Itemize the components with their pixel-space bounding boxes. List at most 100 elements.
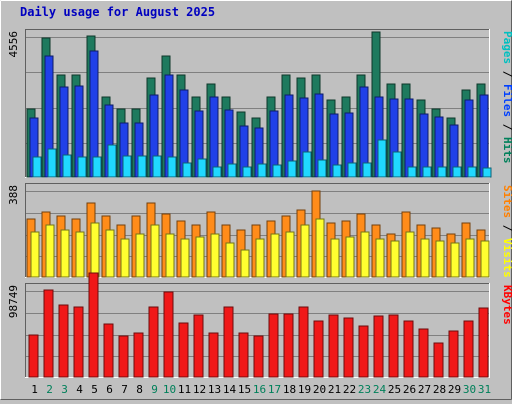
x-tick-label-20: 20	[313, 383, 326, 396]
x-tick-label-24: 24	[373, 383, 387, 396]
bar-kbytes-day-13	[208, 332, 219, 378]
bar-pages-day-17	[272, 164, 282, 178]
bar-kbytes-day-28	[433, 342, 444, 378]
bar-kbytes-day-24	[373, 315, 384, 378]
bar-kbytes-day-29	[448, 330, 459, 378]
bar-sites-day-19	[300, 224, 310, 278]
bar-sites-day-28	[435, 240, 445, 278]
x-tick-label-4: 4	[76, 383, 83, 396]
bar-kbytes-day-17	[268, 313, 279, 378]
bar-kbytes-day-26	[403, 320, 414, 378]
y-axis-max-label: 4556	[7, 31, 20, 58]
bar-sites-day-14	[225, 242, 235, 278]
bar-kbytes-day-16	[253, 335, 264, 378]
bar-sites-day-29	[450, 242, 460, 278]
bar-sites-day-8	[135, 233, 145, 278]
bar-kbytes-day-2	[43, 289, 54, 378]
bar-pages-day-4	[77, 156, 87, 178]
legend: KBytes	[501, 285, 512, 325]
bar-kbytes-day-25	[388, 314, 399, 378]
bar-kbytes-day-20	[313, 320, 324, 378]
bar-pages-day-2	[47, 148, 57, 178]
bar-sites-day-17	[270, 233, 280, 278]
bar-sites-day-11	[180, 238, 190, 278]
x-tick-label-2: 2	[46, 383, 53, 396]
bar-sites-day-30	[465, 238, 475, 278]
bar-kbytes-day-27	[418, 328, 429, 378]
x-tick-label-12: 12	[193, 383, 206, 396]
bar-files-day-13	[209, 96, 219, 178]
bar-sites-day-13	[210, 233, 220, 278]
x-tick-label-7: 7	[121, 383, 128, 396]
bar-pages-day-20	[317, 159, 327, 178]
legend-kbytes: KBytes	[501, 285, 512, 325]
x-tick-label-25: 25	[388, 383, 401, 396]
bar-pages-day-21	[332, 164, 342, 178]
bar-pages-day-6	[107, 144, 117, 178]
x-tick-label-26: 26	[403, 383, 416, 396]
bar-pages-day-15	[242, 166, 252, 178]
bar-kbytes-day-19	[298, 306, 309, 378]
legend-hits: Hits	[501, 137, 512, 164]
bar-sites-day-9	[150, 224, 160, 278]
bar-sites-day-25	[390, 240, 400, 278]
bar-pages-day-25	[392, 151, 402, 178]
bar-pages-day-11	[182, 162, 192, 178]
bar-kbytes-day-14	[223, 306, 234, 378]
bar-kbytes-day-31	[478, 307, 489, 378]
x-tick-label-11: 11	[178, 383, 191, 396]
panel-visits-sites: 388 Sites / Visits	[7, 183, 512, 278]
legend-pages: Pages	[501, 31, 512, 64]
bar-kbytes-day-15	[238, 332, 249, 378]
bar-pages-day-26	[407, 166, 417, 178]
bar-pages-day-19	[302, 151, 312, 178]
bar-sites-day-1	[30, 231, 40, 278]
bar-kbytes-day-6	[103, 323, 114, 378]
x-tick-label-5: 5	[91, 383, 98, 396]
bar-kbytes-day-8	[133, 332, 144, 378]
x-tick-label-27: 27	[418, 383, 431, 396]
bar-sites-day-26	[405, 231, 415, 278]
bar-pages-day-9	[152, 155, 162, 178]
x-tick-label-6: 6	[106, 383, 113, 396]
bar-pages-day-14	[227, 163, 237, 178]
x-tick-label-15: 15	[238, 383, 251, 396]
bar-sites-day-15	[240, 249, 250, 278]
x-tick-label-14: 14	[223, 383, 237, 396]
bar-sites-day-2	[45, 224, 55, 278]
bar-pages-day-5	[92, 156, 102, 178]
bar-pages-day-29	[452, 166, 462, 178]
bar-pages-day-18	[287, 160, 297, 178]
bar-kbytes-day-22	[343, 317, 354, 378]
x-tick-label-23: 23	[358, 383, 371, 396]
bar-pages-day-30	[467, 166, 477, 178]
bar-kbytes-day-30	[463, 320, 474, 378]
bar-sites-day-24	[375, 238, 385, 278]
bar-sites-day-21	[330, 238, 340, 278]
x-tick-label-22: 22	[343, 383, 356, 396]
bar-pages-day-12	[197, 158, 207, 178]
bar-pages-day-8	[137, 155, 147, 178]
legend: Sites / Visits	[501, 185, 512, 278]
bar-kbytes-day-4	[73, 306, 84, 378]
bar-pages-day-23	[362, 162, 372, 178]
bar-files-day-30	[464, 99, 474, 178]
bar-pages-day-10	[167, 156, 177, 178]
bar-sites-day-18	[285, 231, 295, 278]
bar-sites-day-27	[420, 238, 430, 278]
bar-kbytes-day-11	[178, 322, 189, 378]
bar-sites-day-10	[165, 233, 175, 278]
bar-sites-day-20	[315, 218, 325, 278]
x-tick-label-1: 1	[31, 383, 38, 396]
bar-pages-day-24	[377, 139, 387, 178]
bar-kbytes-day-18	[283, 313, 294, 378]
bar-pages-day-3	[62, 154, 72, 178]
bar-kbytes-day-5	[88, 272, 99, 378]
legend-/: /	[501, 117, 512, 137]
legend: Pages / Files / Hits	[501, 31, 512, 164]
bar-sites-day-6	[105, 229, 115, 278]
x-tick-label-19: 19	[298, 383, 311, 396]
x-tick-label-3: 3	[61, 383, 68, 396]
bar-kbytes-day-12	[193, 314, 204, 378]
